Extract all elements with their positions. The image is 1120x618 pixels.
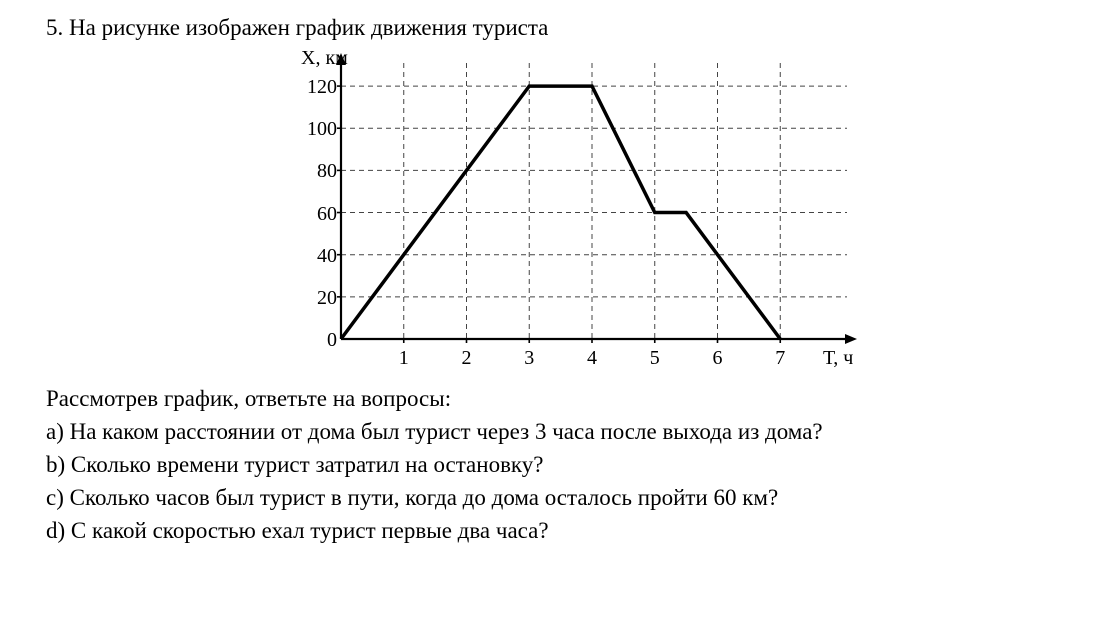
y-tick-label: 100	[293, 116, 337, 143]
problem-heading: 5. На рисунке изображен график движения …	[46, 12, 1100, 43]
chart-svg	[283, 47, 863, 377]
x-tick-label: 7	[770, 345, 790, 372]
y-tick-label: 80	[293, 158, 337, 185]
x-tick-label: 3	[519, 345, 539, 372]
y-axis-label: Х, км	[301, 45, 348, 72]
x-axis-label: Т, ч	[823, 345, 853, 375]
question-a: a) На каком расстоянии от дома был турис…	[46, 416, 1100, 447]
x-tick-label: 4	[582, 345, 602, 372]
problem-title-text: На рисунке изображен график движения тур…	[69, 15, 548, 40]
y-tick-label: 120	[293, 74, 337, 101]
y-tick-label: 0	[293, 327, 337, 354]
x-tick-label: 6	[708, 345, 728, 372]
problem-number: 5.	[46, 15, 63, 40]
grid	[341, 63, 847, 339]
y-tick-label: 20	[293, 285, 337, 312]
questions-intro: Рассмотрев график, ответьте на вопросы:	[46, 383, 1100, 414]
chart-container: Х, км 0 20 40 60 80 100 120 1 2 3 4 5 6 7 Т, ч	[46, 47, 1100, 377]
question-b: b) Сколько времени турист затратил на ос…	[46, 449, 1100, 480]
y-tick-label: 60	[293, 201, 337, 228]
questions-block: Рассмотрев график, ответьте на вопросы: …	[46, 383, 1100, 546]
question-c: c) Сколько часов был турист в пути, когд…	[46, 482, 1100, 513]
y-tick-label: 40	[293, 243, 337, 270]
chart: Х, км 0 20 40 60 80 100 120 1 2 3 4 5 6 7 Т, ч	[283, 47, 863, 377]
x-tick-label: 1	[394, 345, 414, 372]
question-d: d) С какой скоростью ехал турист первые …	[46, 515, 1100, 546]
x-tick-label: 5	[645, 345, 665, 372]
x-tick-label: 2	[457, 345, 477, 372]
